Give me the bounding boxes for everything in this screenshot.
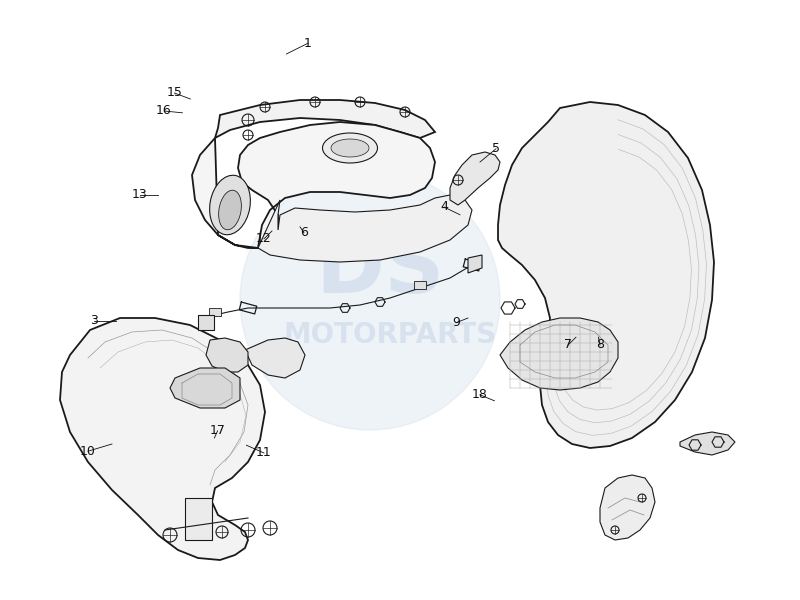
Polygon shape	[468, 255, 482, 273]
Bar	[209, 308, 221, 316]
Polygon shape	[192, 122, 435, 248]
Polygon shape	[206, 338, 248, 372]
Text: 15: 15	[166, 86, 182, 100]
Text: MOTORPARTS: MOTORPARTS	[283, 321, 497, 349]
Text: 11: 11	[256, 446, 272, 460]
Polygon shape	[245, 338, 305, 378]
Ellipse shape	[218, 190, 242, 230]
Text: 17: 17	[210, 424, 226, 437]
Ellipse shape	[322, 133, 378, 163]
Text: 5: 5	[492, 142, 500, 155]
Polygon shape	[170, 368, 240, 408]
Text: 16: 16	[156, 104, 172, 118]
Polygon shape	[185, 498, 212, 540]
Text: 18: 18	[472, 388, 488, 401]
Polygon shape	[450, 152, 500, 205]
Text: 10: 10	[80, 445, 96, 458]
Circle shape	[240, 170, 500, 430]
Ellipse shape	[210, 175, 250, 235]
Polygon shape	[198, 315, 214, 330]
Polygon shape	[215, 100, 435, 138]
Text: 1: 1	[304, 37, 312, 50]
Text: 12: 12	[256, 232, 272, 245]
Text: 6: 6	[300, 226, 308, 239]
Polygon shape	[258, 195, 472, 262]
Polygon shape	[500, 318, 618, 390]
Ellipse shape	[331, 139, 369, 157]
Text: DS: DS	[315, 229, 445, 311]
Text: 7: 7	[564, 338, 572, 352]
Text: 3: 3	[90, 314, 98, 328]
Polygon shape	[60, 318, 265, 560]
Text: 4: 4	[440, 200, 448, 214]
Text: 13: 13	[132, 188, 148, 202]
Text: 9: 9	[452, 316, 460, 329]
Polygon shape	[498, 102, 714, 448]
Bar	[414, 281, 426, 289]
Polygon shape	[680, 432, 735, 455]
Text: 8: 8	[596, 338, 604, 352]
Polygon shape	[600, 475, 655, 540]
